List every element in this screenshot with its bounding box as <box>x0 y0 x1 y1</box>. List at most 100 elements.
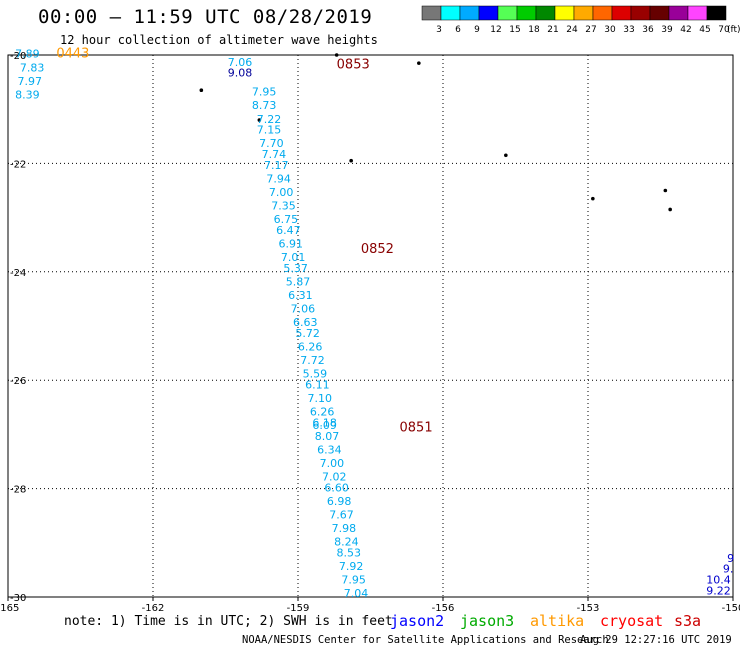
y-tick-label: -20 <box>10 51 26 62</box>
colorbar-swatch <box>440 5 461 21</box>
y-tick-label: -24 <box>10 268 26 279</box>
swh-value: 6.98 <box>327 495 352 508</box>
colorbar-label: 15 <box>509 25 520 35</box>
pass-time-label: 0853 <box>337 58 370 73</box>
swh-value: 6.63 <box>293 316 318 329</box>
colorbar-swatch <box>554 5 575 21</box>
swh-value: 6.11 <box>305 378 330 391</box>
colorbar-swatch <box>687 5 708 21</box>
colorbar-label: 27 <box>585 25 596 35</box>
colorbar-label: 24 <box>566 25 578 35</box>
colorbar-swatch <box>630 5 651 21</box>
island-marker <box>504 153 508 158</box>
x-tick-label: -150 <box>722 603 740 614</box>
swh-value: 7.02 <box>322 470 347 483</box>
island-marker <box>663 188 668 193</box>
swh-value: 7.00 <box>269 186 294 199</box>
colorbar-label: 45 <box>699 25 710 35</box>
legend-s3a: s3a <box>674 612 702 630</box>
swh-value: 7.92 <box>339 560 364 573</box>
swh-value: 7.22 <box>257 113 282 126</box>
colorbar-label: 6 <box>455 25 461 35</box>
legend-note: note: 1) Time is in UTC; 2) SWH is in fe… <box>64 614 393 629</box>
y-tick-label: -28 <box>10 485 26 496</box>
swh-value: 8.53 <box>337 546 362 559</box>
swh-value: 8.07 <box>315 430 340 443</box>
legend-jason3: jason3 <box>460 612 515 630</box>
colorbar-label: 18 <box>528 25 540 35</box>
wave-height-tracks: 7.067.958.737.227.157.707.747.177.947.00… <box>15 47 734 600</box>
swh-value: 6.31 <box>288 289 313 302</box>
swh-value: 7.15 <box>257 124 282 137</box>
legend-jason2: jason2 <box>390 612 445 630</box>
colorbar-swatch <box>649 5 670 21</box>
colorbar-label: 39 <box>661 25 673 35</box>
swh-value: 6.26 <box>298 340 323 353</box>
colorbar-swatch <box>668 5 689 21</box>
swh-value: 6.26 <box>310 405 335 418</box>
swh-value: 6.75 <box>274 213 299 226</box>
legend-cryosat: cryosat <box>600 612 664 630</box>
swh-value: 7.17 <box>264 159 289 172</box>
coastline-islands <box>199 53 672 212</box>
swh-west-value: 7.83 <box>20 61 45 74</box>
island-marker <box>257 118 262 122</box>
swh-value: 5.37 <box>283 262 308 275</box>
swh-value: 7.67 <box>329 508 354 521</box>
colorbar-label: 3 <box>436 25 442 35</box>
swh-east-value: 10.4 <box>706 573 731 586</box>
chart-subtitle: 12 hour collection of altimeter wave hei… <box>60 33 378 47</box>
x-tick-label: -153 <box>577 603 600 614</box>
colorbar-swatch <box>497 5 518 21</box>
grid-lines <box>7 54 734 598</box>
swh-value: 7.95 <box>341 573 366 586</box>
colorbar-label: 21 <box>547 25 558 35</box>
chart-title: 00:00 – 11:59 UTC 08/28/2019 <box>38 6 373 28</box>
colorbar-label: 9 <box>474 25 480 35</box>
swh-value: 6.60 <box>324 481 349 494</box>
y-tick-label: -26 <box>10 376 26 387</box>
island-marker <box>349 158 353 163</box>
legend-altika: altika <box>530 612 585 630</box>
y-tick-label: -30 <box>10 593 26 604</box>
swh-value: 8.73 <box>252 99 277 112</box>
swh-value: 7.95 <box>252 86 277 99</box>
swh-east-value: 9.22 <box>706 584 731 597</box>
colorbar-swatch <box>478 5 499 21</box>
colorbar-label: 30 <box>604 25 616 35</box>
plot-frame <box>7 54 734 598</box>
x-tick-label: -165 <box>0 603 19 614</box>
colorbar-unit: (ft) <box>727 25 740 35</box>
swh-value: 7.72 <box>300 354 325 367</box>
pass-time-label: 0851 <box>400 421 433 436</box>
colorbar-swatch <box>611 5 632 21</box>
island-marker <box>417 61 421 65</box>
island-marker <box>334 53 339 57</box>
colorbar-swatch <box>706 5 727 21</box>
swh-value: 7.06 <box>291 302 316 315</box>
swh-value: 7.00 <box>320 457 345 470</box>
axis-ticks: -165 -162 -159 -156 -153 -150 -20 -22 -24 -26 -28 -… <box>0 51 740 614</box>
colorbar-label: 70 <box>718 25 730 35</box>
colorbar-label: 36 <box>642 25 654 35</box>
footer-credit: NOAA/NESDIS Center for Satellite Applica… <box>242 634 609 646</box>
color-scale-bar: 3 6 9 12 15 18 21 24 27 30 33 36 39 42 45 70(ft) <box>421 5 740 35</box>
swh-value: 7.01 <box>281 251 306 264</box>
colorbar-swatch <box>573 5 594 21</box>
x-tick-label: -156 <box>432 603 455 614</box>
swh-value: 6.34 <box>317 443 342 456</box>
swh-value: 8.24 <box>334 536 359 549</box>
colorbar-label: 42 <box>680 25 691 35</box>
swh-value: 6.91 <box>279 237 304 250</box>
swh-west-value: 8.39 <box>15 88 40 101</box>
swh-value: 7.98 <box>332 522 357 535</box>
swh-value: 7.70 <box>259 137 284 150</box>
swh-value: 5.72 <box>295 327 320 340</box>
swh-value: 5.59 <box>303 367 328 380</box>
island-marker <box>591 196 595 201</box>
swh-value: 7.10 <box>308 392 333 405</box>
x-tick-label: -162 <box>142 603 165 614</box>
colorbar-label: 12 <box>490 25 501 35</box>
swh-east-value: 9 <box>727 552 734 565</box>
